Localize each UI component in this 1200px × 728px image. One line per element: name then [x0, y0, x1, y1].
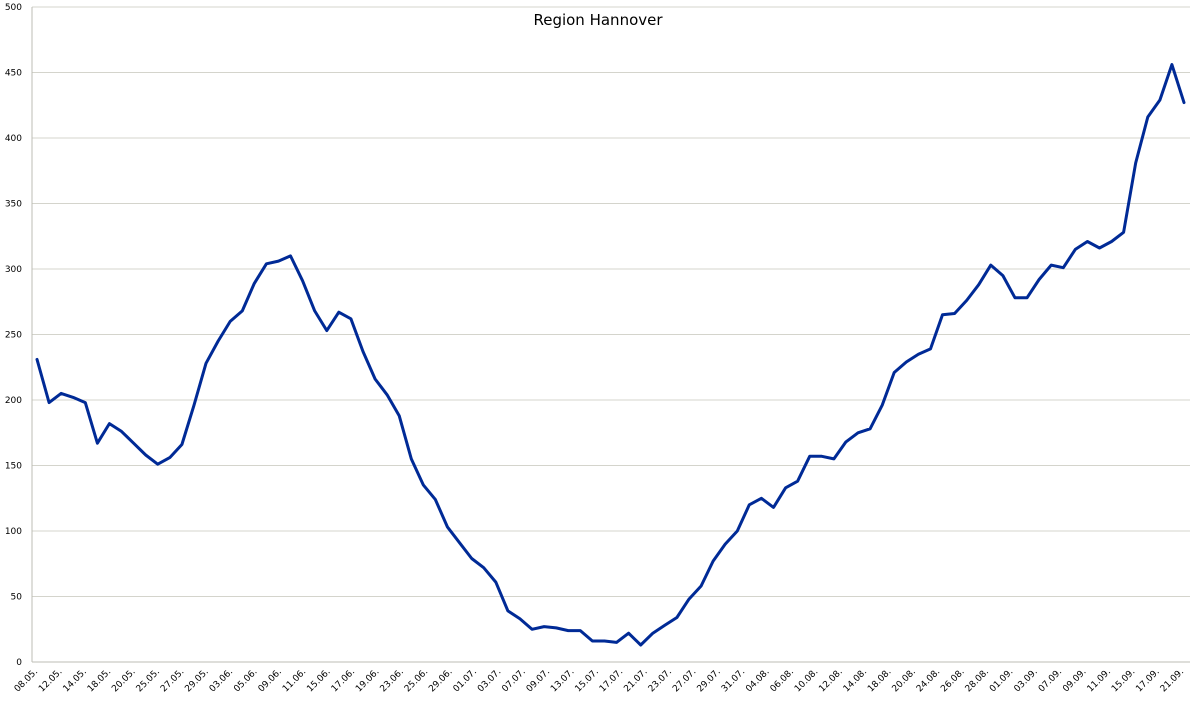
x-tick-label: 18.08.: [866, 667, 893, 694]
x-tick-label: 25.05.: [135, 667, 162, 694]
x-tick-label: 03.09.: [1013, 667, 1040, 694]
x-tick-label: 03.07.: [476, 667, 503, 694]
x-tick-label: 14.05.: [62, 667, 89, 694]
x-tick-label: 15.06.: [305, 667, 332, 694]
x-tick-label: 24.08.: [915, 667, 942, 694]
y-tick-label: 250: [5, 331, 22, 341]
x-tick-label: 03.06.: [208, 667, 235, 694]
x-tick-label: 13.07.: [549, 667, 576, 694]
x-tick-label: 14.08.: [842, 667, 869, 694]
x-tick-label: 09.06.: [257, 667, 284, 694]
x-tick-label: 28.08.: [964, 667, 991, 694]
y-tick-label: 350: [5, 200, 22, 210]
x-tick-label: 17.06.: [330, 667, 357, 694]
x-tick-label: 23.07.: [647, 667, 674, 694]
x-tick-label: 27.05.: [159, 667, 186, 694]
x-tick-label: 26.08.: [939, 667, 966, 694]
x-tick-label: 20.08.: [891, 667, 918, 694]
y-tick-label: 400: [5, 134, 22, 144]
x-tick-label: 09.09.: [1061, 667, 1088, 694]
gridlines: [32, 6, 1190, 597]
y-tick-label: 0: [16, 658, 22, 668]
x-tick-label: 04.08.: [744, 667, 771, 694]
x-tick-label: 20.05.: [110, 667, 137, 694]
x-tick-label: 19.06.: [354, 667, 381, 694]
x-tick-label: 07.07.: [500, 667, 527, 694]
x-tick-label: 01.07.: [452, 667, 479, 694]
y-tick-label: 50: [11, 593, 23, 603]
x-tick-label: 21.09.: [1159, 667, 1186, 694]
y-tick-label: 450: [5, 69, 22, 79]
x-tick-label: 12.05.: [37, 667, 64, 694]
x-tick-label: 15.09.: [1110, 667, 1137, 694]
series-layer: [35, 63, 1186, 647]
x-tick-labels: 08.05.12.05.14.05.18.05.20.05.25.05.27.0…: [13, 667, 1186, 694]
x-tick-label: 12.08.: [817, 667, 844, 694]
x-tick-label: 25.06.: [403, 667, 430, 694]
x-tick-label: 11.06.: [281, 667, 308, 694]
x-tick-label: 01.09.: [988, 667, 1015, 694]
x-tick-label: 05.06.: [232, 667, 259, 694]
y-tick-label: 500: [5, 3, 22, 13]
x-tick-label: 06.08.: [769, 667, 796, 694]
x-tick-label: 07.09.: [1037, 667, 1064, 694]
x-tick-label: 21.07.: [622, 667, 649, 694]
y-tick-labels: 0 50 100 150 200 250 300 350 400 450 500: [5, 3, 22, 668]
chart-title: Region Hannover: [533, 11, 663, 29]
x-tick-label: 08.05.: [13, 667, 40, 694]
x-tick-label: 29.05.: [183, 667, 210, 694]
axes: [31, 7, 1190, 663]
y-tick-label: 150: [5, 462, 22, 472]
x-tick-label: 18.05.: [86, 667, 113, 694]
x-tick-label: 17.07.: [598, 667, 625, 694]
x-tick-label: 09.07.: [525, 667, 552, 694]
x-tick-label: 10.08.: [793, 667, 820, 694]
series-line: [35, 63, 1186, 647]
y-tick-label: 200: [5, 396, 22, 406]
x-tick-label: 29.07.: [696, 667, 723, 694]
y-tick-label: 100: [5, 527, 22, 537]
x-tick-label: 17.09.: [1134, 667, 1161, 694]
y-tick-label: 300: [5, 265, 22, 275]
x-tick-label: 29.06.: [427, 667, 454, 694]
x-tick-label: 15.07.: [574, 667, 601, 694]
x-tick-label: 27.07.: [671, 667, 698, 694]
x-tick-label: 23.06.: [379, 667, 406, 694]
x-tick-label: 31.07.: [720, 667, 747, 694]
x-tick-label: 11.09.: [1086, 667, 1113, 694]
